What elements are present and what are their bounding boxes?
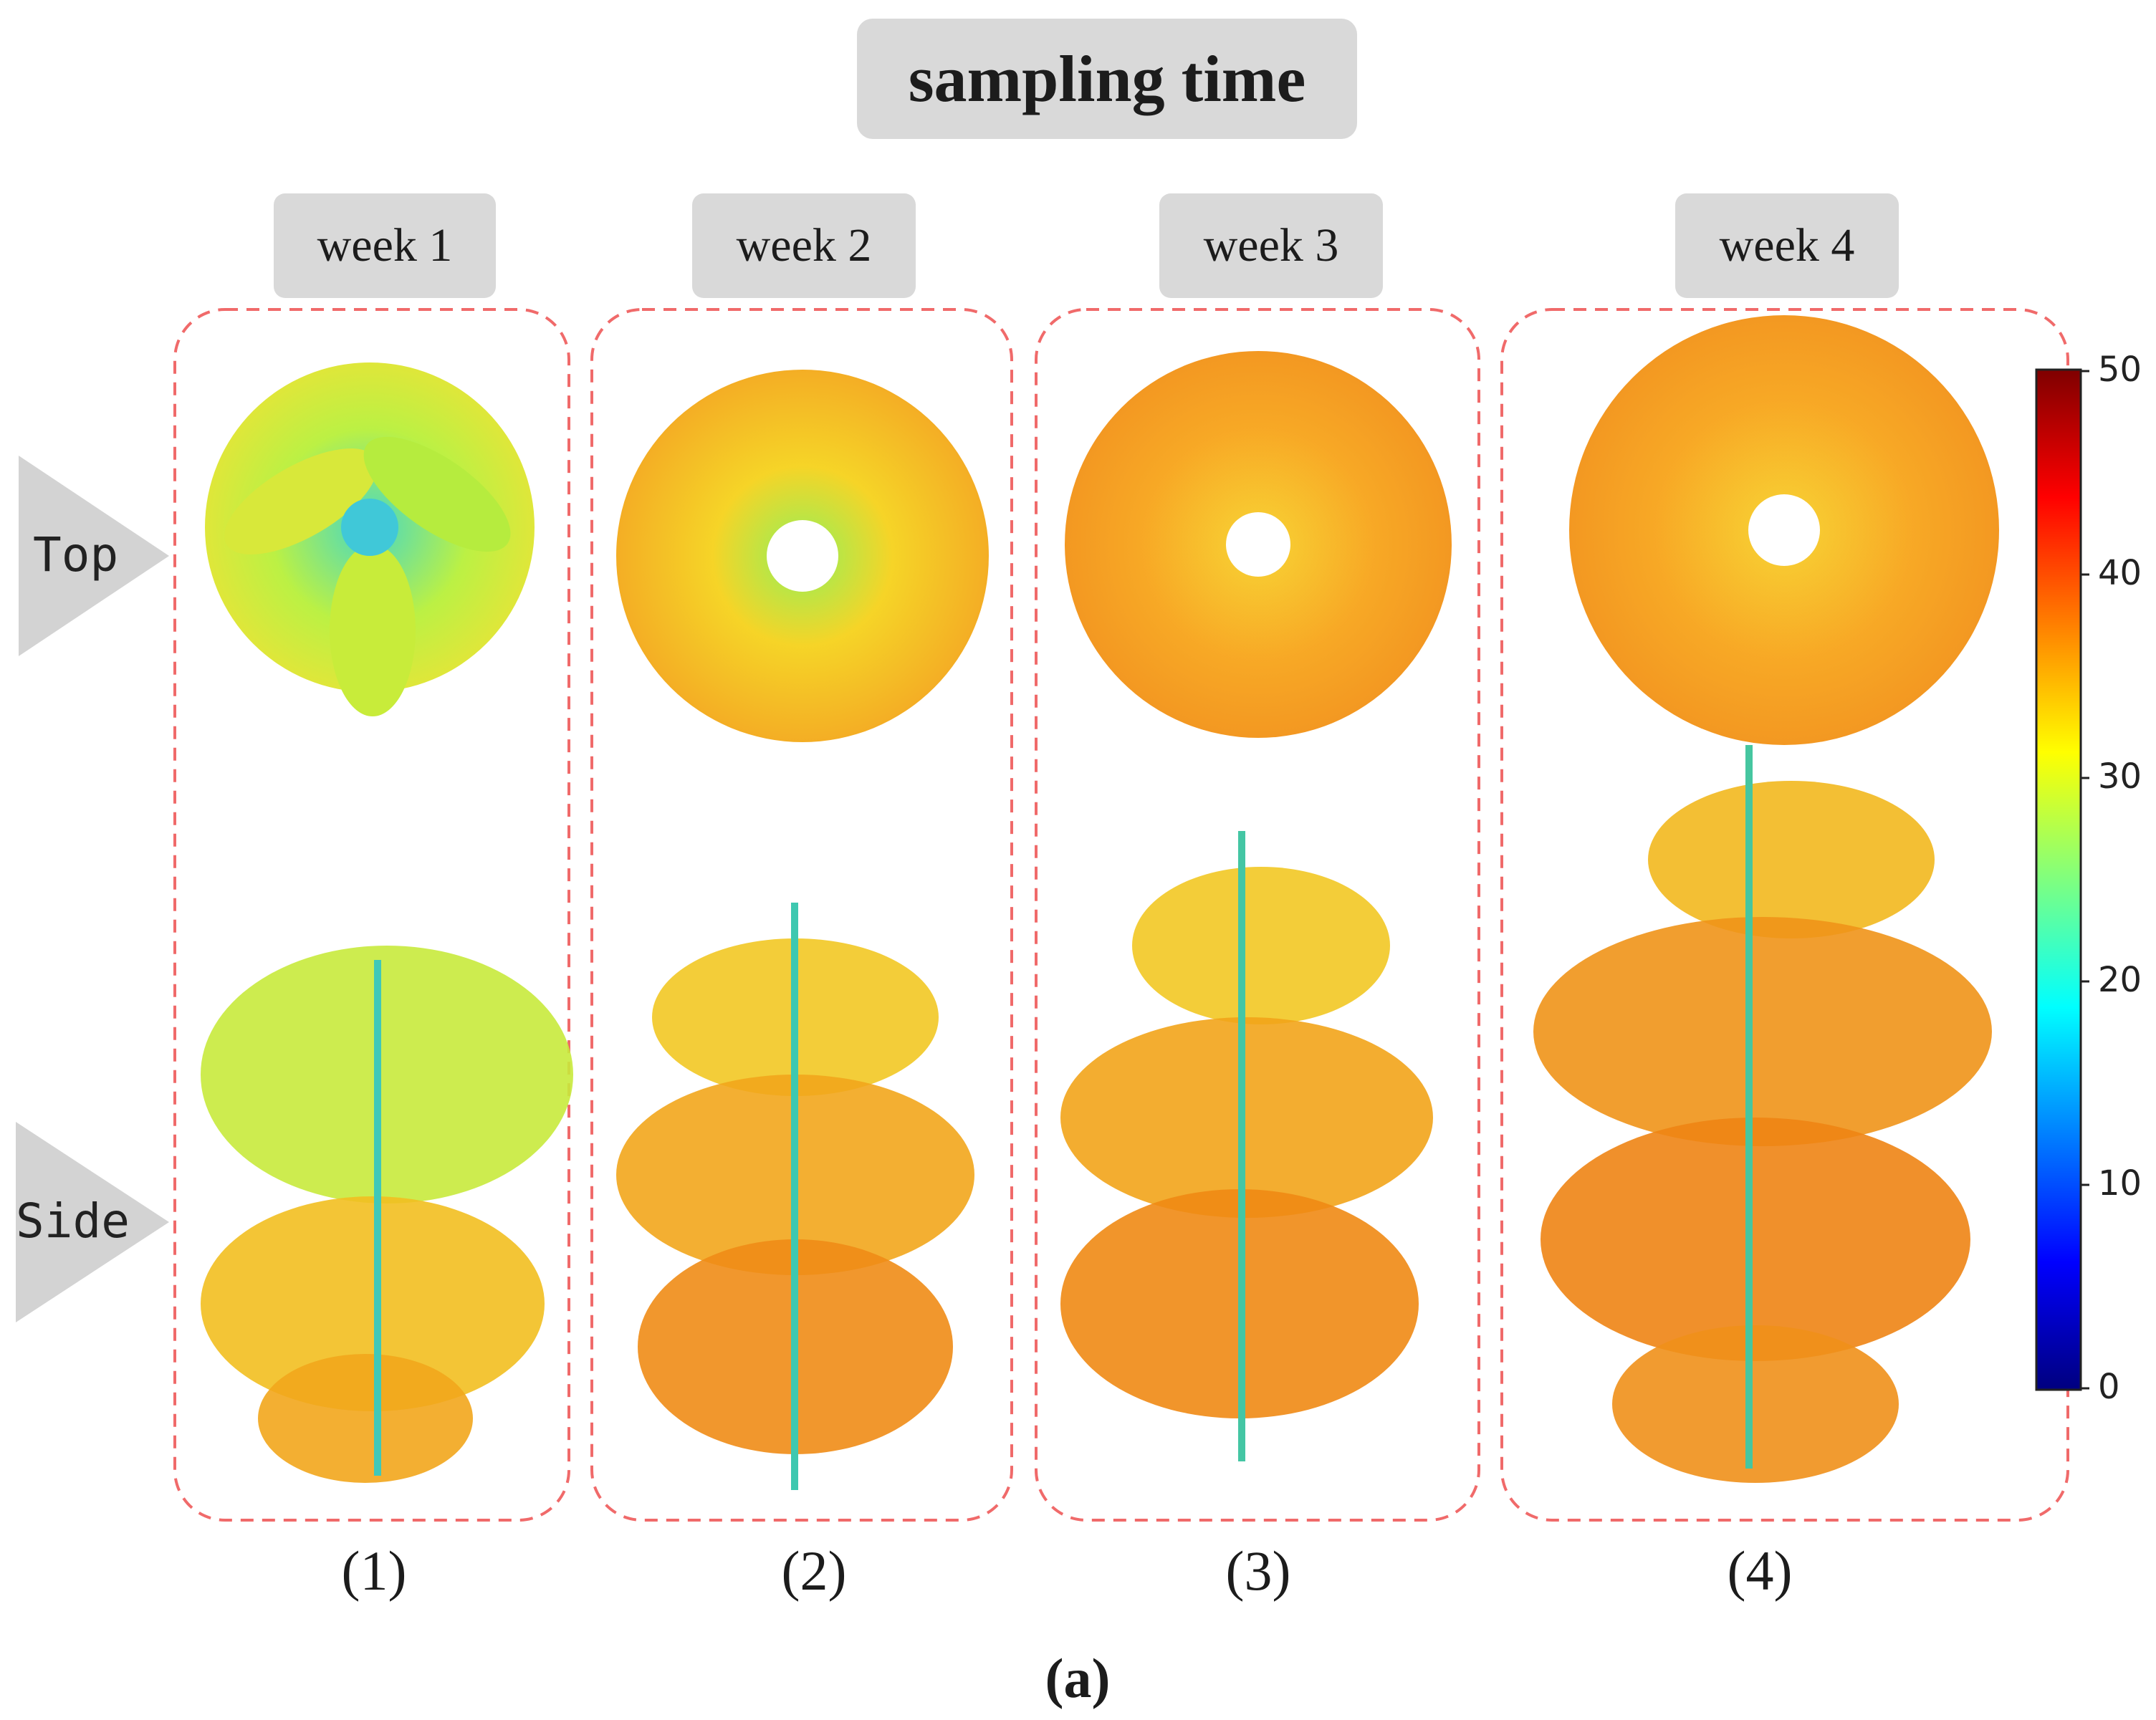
panel-number-1: (1) bbox=[341, 1539, 407, 1602]
week-1-label: week 1 bbox=[274, 193, 496, 298]
plant-top-week4 bbox=[1569, 315, 1999, 745]
week-3-label: week 3 bbox=[1159, 193, 1383, 298]
top-view-label: Top bbox=[33, 527, 119, 582]
colorbar-tick-40: 40 bbox=[2098, 553, 2142, 593]
plant-side-week3 bbox=[1060, 831, 1433, 1461]
week-2-label: week 2 bbox=[692, 193, 916, 298]
top-arrow-icon bbox=[19, 456, 169, 656]
plant-top-week1 bbox=[205, 362, 535, 716]
colorbar-tick-50: 50 bbox=[2098, 350, 2142, 390]
subfigure-label: (a) bbox=[1045, 1647, 1111, 1709]
panel-number-2: (2) bbox=[781, 1539, 847, 1602]
colorbar-tick-0: 0 bbox=[2098, 1367, 2120, 1407]
plant-side-week4 bbox=[1533, 745, 1992, 1483]
colorbar-tick-10: 10 bbox=[2098, 1163, 2142, 1203]
panel-border-2 bbox=[590, 308, 1013, 1522]
colorbar bbox=[2035, 368, 2082, 1391]
panel-border-3 bbox=[1035, 308, 1480, 1522]
plant-side-week2 bbox=[616, 903, 974, 1490]
panel-border-1 bbox=[173, 308, 570, 1522]
side-arrow-icon bbox=[16, 1122, 169, 1322]
panel-number-4: (4) bbox=[1727, 1539, 1793, 1602]
title: sampling time bbox=[857, 19, 1357, 139]
plant-top-week3 bbox=[1065, 351, 1452, 738]
plant-top-week2 bbox=[616, 370, 989, 742]
week-4-label: week 4 bbox=[1675, 193, 1899, 298]
plant-side-week1 bbox=[201, 946, 573, 1483]
colorbar-tick-30: 30 bbox=[2098, 756, 2142, 797]
colorbar-tick-20: 20 bbox=[2098, 960, 2142, 1000]
side-view-label: Side bbox=[16, 1193, 130, 1249]
colorbar-ticks bbox=[2081, 370, 2089, 1390]
panel-number-3: (3) bbox=[1225, 1539, 1291, 1602]
